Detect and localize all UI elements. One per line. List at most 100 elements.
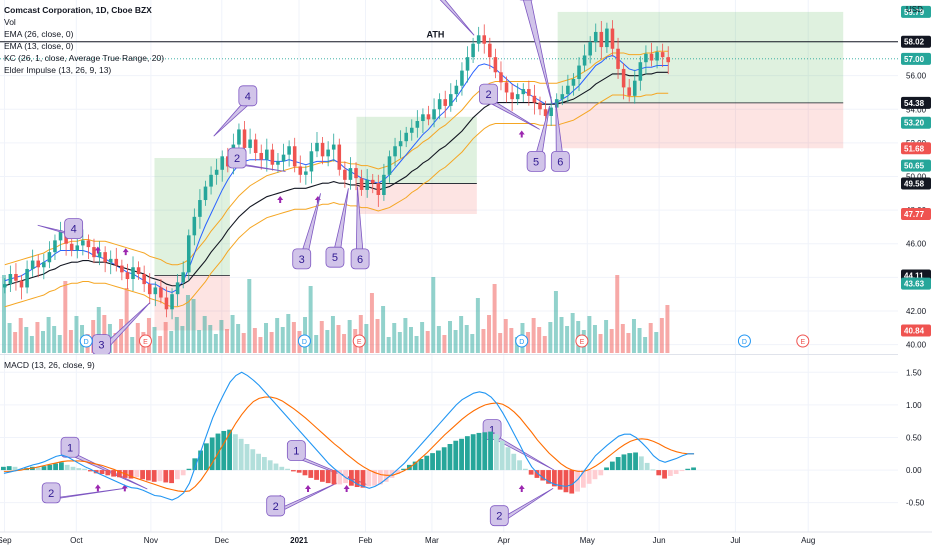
volume-bar (68, 330, 73, 353)
volume-bar (498, 333, 503, 353)
macd-impulse-arrow (94, 484, 101, 492)
macd-histogram-bar (592, 470, 598, 480)
target-zone (557, 11, 844, 103)
price-tag (901, 96, 931, 109)
price-tag-label: 47.77 (904, 210, 925, 219)
callout-box (266, 495, 286, 517)
macd-wave-callout: 2 (489, 487, 554, 527)
price-tag-label: 53.20 (904, 119, 925, 128)
volume-bar (319, 321, 324, 353)
candle-body (186, 235, 191, 273)
price-tick-label: 50.00 (906, 173, 927, 182)
candle-body (304, 171, 308, 175)
callout-box (550, 150, 570, 172)
wave-callout: 2 (479, 83, 540, 130)
wave-callout: 5 (325, 188, 349, 268)
macd-panel (1, 371, 696, 501)
callout-box (41, 482, 61, 504)
macd-histogram-bar (261, 457, 267, 471)
time-tick-label: May (580, 536, 595, 545)
candle-body (198, 200, 202, 217)
event-marker-label: D (84, 339, 89, 346)
callout-label: 3 (98, 340, 104, 352)
legend-ema13: EMA (13, close, 0) (4, 41, 74, 51)
macd-histogram-bar (192, 458, 198, 471)
candle-body (75, 245, 80, 251)
time-tick-label: Oct (70, 536, 83, 545)
callout-box (526, 150, 546, 172)
wave-callout: 4 (37, 218, 84, 240)
macd-histogram-bar (517, 460, 522, 471)
macd-histogram-bar (383, 470, 389, 482)
macd-histogram-bar (528, 470, 534, 475)
candle-body (214, 169, 219, 175)
price-tag (901, 159, 931, 172)
candle-body (577, 65, 581, 80)
candle-body (354, 168, 358, 179)
macd-histogram-bar (644, 462, 650, 471)
price-tag (901, 52, 931, 65)
macd-line (3, 371, 695, 501)
macd-histogram-bar (557, 470, 563, 490)
macd-histogram-bar (140, 470, 145, 480)
macd-histogram-bar (203, 443, 209, 471)
macd-histogram-bar (209, 437, 215, 471)
volume-bar (425, 331, 430, 353)
callout-box (286, 440, 306, 461)
macd-histogram-bar (41, 466, 47, 471)
event-marker-label: D (302, 339, 307, 346)
time-tick-label: Aug (801, 536, 815, 545)
candle-body (14, 273, 18, 281)
callout-box (489, 505, 509, 527)
target-zone (154, 158, 230, 276)
macd-histogram-bar (627, 453, 633, 471)
macd-histogram-bar (169, 470, 174, 484)
wave-callout: 6 (350, 186, 370, 270)
candle-body (120, 265, 124, 273)
volume-bar (565, 326, 570, 353)
volume-bar (403, 318, 408, 353)
candle-body (560, 94, 565, 100)
volume-bar (408, 327, 413, 353)
volume-bar (208, 325, 213, 353)
callout-box (64, 218, 84, 240)
candle-body (337, 144, 342, 170)
candle-body (30, 260, 35, 269)
candle-body (159, 287, 163, 298)
legend-ema26: EMA (26, close, 0) (4, 29, 74, 39)
volume-bar (135, 323, 140, 353)
candle-body (365, 179, 369, 190)
candle-body (175, 282, 180, 295)
legend-vol: Vol (4, 17, 16, 27)
callout-label: 2 (273, 501, 279, 513)
macd-histogram-bar (279, 466, 285, 471)
candle-body (409, 127, 414, 133)
macd-histogram-bar (76, 468, 82, 471)
macd-histogram-bar (1, 466, 6, 471)
event-marker-label: D (742, 339, 747, 346)
candle-body (131, 267, 135, 280)
price-tag-label: 58.02 (904, 38, 925, 47)
candle-body (320, 142, 325, 157)
macd-histogram-bar (372, 470, 377, 486)
callout-label: 1 (293, 446, 299, 458)
macd-histogram-bar (650, 469, 656, 471)
macd-histogram-bar (290, 470, 296, 472)
wave-callout: 3 (92, 302, 151, 355)
volume-bar (470, 334, 475, 353)
price-tag (901, 324, 931, 337)
macd-histogram-bar (221, 430, 227, 471)
candle-body (465, 57, 470, 71)
volume-bar (587, 316, 592, 353)
volume-bar (158, 336, 163, 353)
price-tick-label: 54.00 (906, 105, 927, 114)
candle-body (181, 272, 185, 283)
callout-box (350, 248, 370, 270)
volume-bar (330, 316, 335, 353)
candle-body (499, 72, 503, 83)
macd-histogram-bar (412, 461, 418, 471)
volume-bar (169, 331, 174, 353)
volume-bar (130, 337, 135, 353)
candle-body (237, 129, 241, 145)
